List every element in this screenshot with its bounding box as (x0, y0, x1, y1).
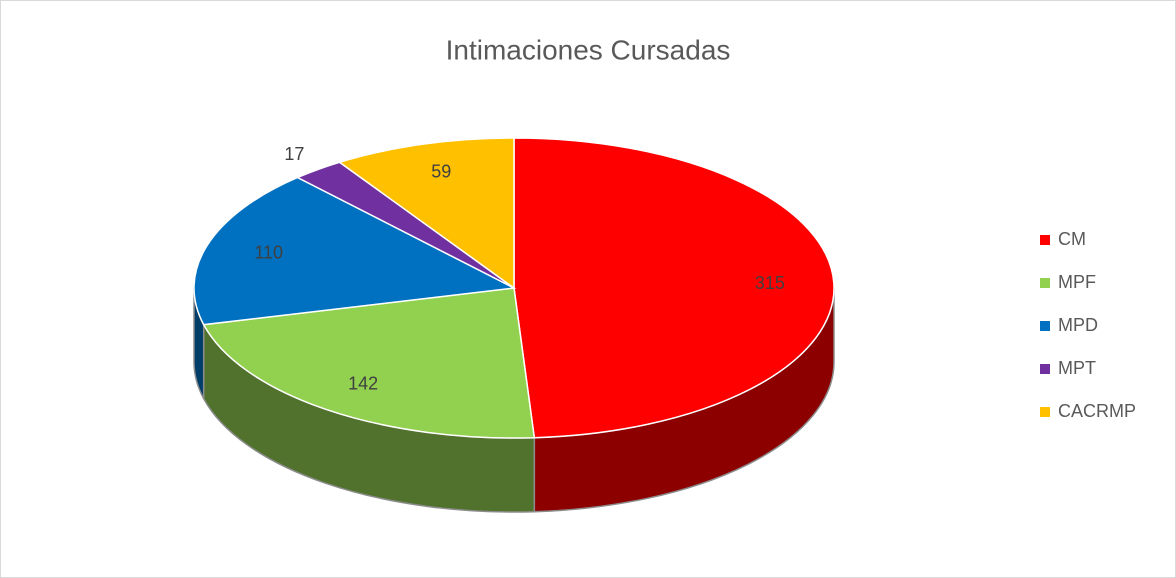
legend-swatch (1040, 321, 1050, 331)
pie-slice (337, 137, 515, 290)
legend-label: MPD (1058, 315, 1098, 335)
legend-swatch (1040, 407, 1050, 417)
legend-label: CM (1058, 229, 1086, 249)
data-label: 59 (431, 162, 451, 182)
data-label: 110 (254, 242, 283, 262)
legend-label: MPT (1058, 358, 1096, 378)
pie-slice (202, 287, 536, 439)
pie-slice (513, 137, 835, 439)
legend-swatch (1040, 235, 1050, 245)
legend-label: MPF (1058, 272, 1096, 292)
chart-title: Intimaciones Cursadas (446, 34, 731, 65)
legend-swatch (1040, 278, 1050, 288)
legend-swatch (1040, 364, 1050, 374)
legend-label: CACRMP (1058, 401, 1136, 421)
data-label: 315 (755, 273, 785, 293)
pie-slice (193, 176, 517, 326)
data-label: 17 (284, 144, 304, 164)
data-label: 142 (348, 374, 378, 394)
